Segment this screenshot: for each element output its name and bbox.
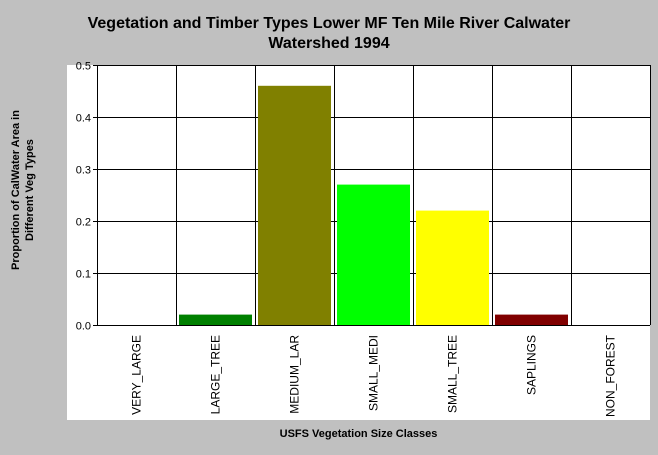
x-tick-label: VERY_LARGE [130,335,144,415]
x-tick-label: MEDIUM_LAR [288,335,302,414]
chart-title-line-1: Vegetation and Timber Types Lower MF Ten… [87,15,571,32]
bar-small-tree [416,210,489,325]
x-tick-label: SMALL_MEDI [367,335,381,411]
y-tick-label: 0.5 [76,61,91,73]
x-tick-label: NON_FOREST [604,334,618,417]
bar-medium-lar [258,85,331,325]
y-tick-label: 0.2 [76,217,91,229]
x-axis-label: USFS Vegetation Size Classes [279,428,438,440]
y-tick-label: 0.3 [76,165,91,177]
x-tick-label: SMALL_TREE [446,335,460,413]
y-tick-label: 0.4 [76,113,91,125]
chart-title-line-2: Watershed 1994 [268,35,390,52]
bar-small-medi [337,184,410,325]
y-tick-label: 0.0 [76,321,91,333]
y-tick-label: 0.1 [76,269,91,281]
x-tick-label: LARGE_TREE [209,335,223,414]
x-tick-label: SAPLINGS [525,335,539,395]
bar-saplings [495,314,568,325]
bar-large-tree [179,314,252,325]
chart-title: Vegetation and Timber Types Lower MF Ten… [0,14,658,54]
